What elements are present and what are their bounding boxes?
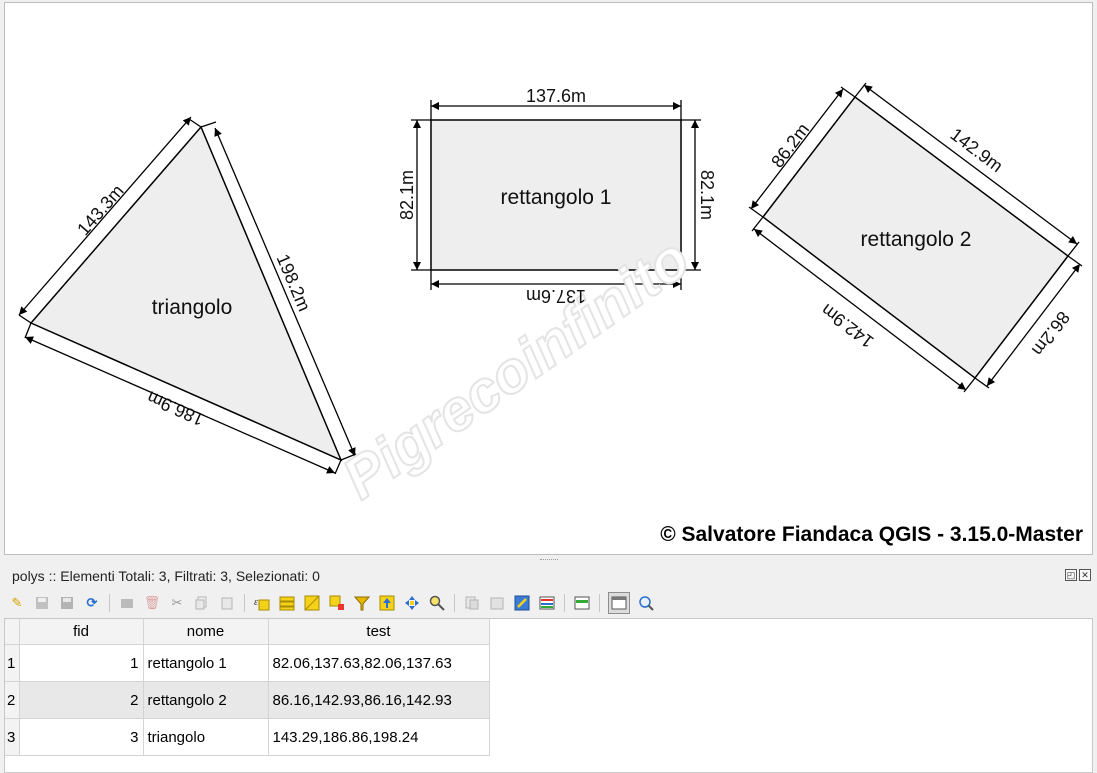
cell-fid[interactable]: 1: [19, 644, 144, 682]
triangle-edge-label: 198.2m: [273, 251, 315, 314]
map-canvas[interactable]: Pigrecoinfinito 143.3m 198.2m 186.9m tri…: [4, 2, 1093, 555]
add-feature-icon[interactable]: [118, 594, 136, 612]
paste-icon[interactable]: [218, 594, 236, 612]
dock-icon[interactable]: [608, 592, 630, 614]
deselect-icon[interactable]: [328, 594, 346, 612]
copyright-label: © Salvatore Fiandaca QGIS - 3.15.0-Maste…: [660, 523, 1083, 546]
field-calculator-icon[interactable]: [513, 594, 531, 612]
cell-nome[interactable]: rettangolo 2: [143, 681, 269, 719]
map-layer: Pigrecoinfinito 143.3m 198.2m 186.9m tri…: [18, 82, 1083, 546]
float-panel-icon[interactable]: ◰: [1065, 569, 1077, 581]
row-header[interactable]: 3: [5, 718, 20, 756]
zoom-to-icon[interactable]: [428, 594, 446, 612]
rectangle-2-dimensions: [748, 82, 1083, 393]
rectangle-1-edge-label: 137.6m: [526, 286, 586, 306]
rectangle-2-edge-label: 86.2m: [1028, 308, 1074, 360]
rectangle-2-feature-label: rettangolo 2: [861, 228, 972, 251]
cell-test[interactable]: 82.06,137.63,82.06,137.63: [268, 644, 490, 682]
cell-test[interactable]: 143.29,186.86,198.24: [268, 718, 490, 756]
organize-columns-icon[interactable]: [573, 594, 591, 612]
refresh-icon[interactable]: ⟳: [86, 595, 98, 610]
toolbar-separator: [564, 594, 565, 612]
floppy-icon[interactable]: [58, 594, 76, 612]
splitter-grip[interactable]: [540, 559, 558, 562]
cell-fid[interactable]: 2: [19, 681, 144, 719]
conditional-format-icon[interactable]: [538, 594, 556, 612]
move-top-icon[interactable]: [378, 594, 396, 612]
copy-icon[interactable]: [193, 594, 211, 612]
table-row[interactable]: 2 2 rettangolo 2 86.16,142.93,86.16,142.…: [5, 681, 490, 719]
save-edits-icon[interactable]: [33, 594, 51, 612]
cell-test[interactable]: 86.16,142.93,86.16,142.93: [268, 681, 490, 719]
close-panel-icon[interactable]: ✕: [1079, 569, 1091, 581]
triangle-feature-label: triangolo: [152, 296, 233, 319]
copy-rows-icon[interactable]: [463, 594, 481, 612]
panel-window-buttons: ◰ ✕: [1065, 569, 1091, 581]
row-header[interactable]: 2: [5, 681, 20, 719]
table-row[interactable]: 3 3 triangolo 143.29,186.86,198.24: [5, 718, 490, 756]
rectangle-1-edge-label: 137.6m: [526, 86, 586, 106]
rectangle-1-dimensions: [411, 100, 701, 290]
svg-text:ε: ε: [254, 597, 258, 608]
paste-rows-icon[interactable]: [488, 594, 506, 612]
toolbar-separator: [109, 594, 110, 612]
row-header[interactable]: 1: [5, 644, 20, 682]
cell-nome[interactable]: rettangolo 1: [143, 644, 269, 682]
attribute-table-panel: polys :: Elementi Totali: 3, Filtrati: 3…: [0, 564, 1097, 773]
rectangle-1-edge-label: 82.1m: [397, 170, 417, 220]
rectangle-2-edge-label: 142.9m: [817, 300, 877, 352]
delete-feature-icon[interactable]: 🗑: [143, 595, 161, 610]
table-header-row: fid nome test: [5, 619, 490, 645]
rectangle-1-edge-label: 82.1m: [697, 170, 717, 220]
table-row[interactable]: 1 1 rettangolo 1 82.06,137.63,82.06,137.…: [5, 644, 490, 682]
pencil-icon[interactable]: ✎: [11, 595, 23, 610]
toolbar-separator: [599, 594, 600, 612]
toolbar-separator: [244, 594, 245, 612]
cut-icon[interactable]: ✂: [171, 595, 183, 610]
panel-title: polys :: Elementi Totali: 3, Filtrati: 3…: [12, 568, 320, 584]
column-header-nome[interactable]: nome: [143, 619, 269, 645]
column-header-test[interactable]: test: [268, 619, 490, 645]
invert-selection-icon[interactable]: [303, 594, 321, 612]
cell-nome[interactable]: triangolo: [143, 718, 269, 756]
rectangle-1-feature-label: rettangolo 1: [501, 186, 612, 209]
cell-fid[interactable]: 3: [19, 718, 144, 756]
panel-splitter[interactable]: [0, 556, 1097, 564]
column-header-fid[interactable]: fid: [19, 619, 144, 645]
attribute-grid: fid nome test 1 1 rettangolo 1 82.06,137…: [5, 619, 490, 756]
select-expression-icon[interactable]: ε: [253, 594, 271, 612]
toolbar-separator: [454, 594, 455, 612]
attribute-toolbar: ✎ ⟳ 🗑 ✂ ε: [8, 591, 662, 615]
attribute-table: fid nome test 1 1 rettangolo 1 82.06,137…: [4, 618, 1093, 773]
triangle-dimensions: [18, 116, 357, 475]
corner-header[interactable]: [5, 619, 20, 645]
pan-to-icon[interactable]: [403, 594, 421, 612]
actions-icon[interactable]: [637, 594, 655, 612]
filter-icon[interactable]: [353, 594, 371, 612]
select-all-icon[interactable]: [278, 594, 296, 612]
